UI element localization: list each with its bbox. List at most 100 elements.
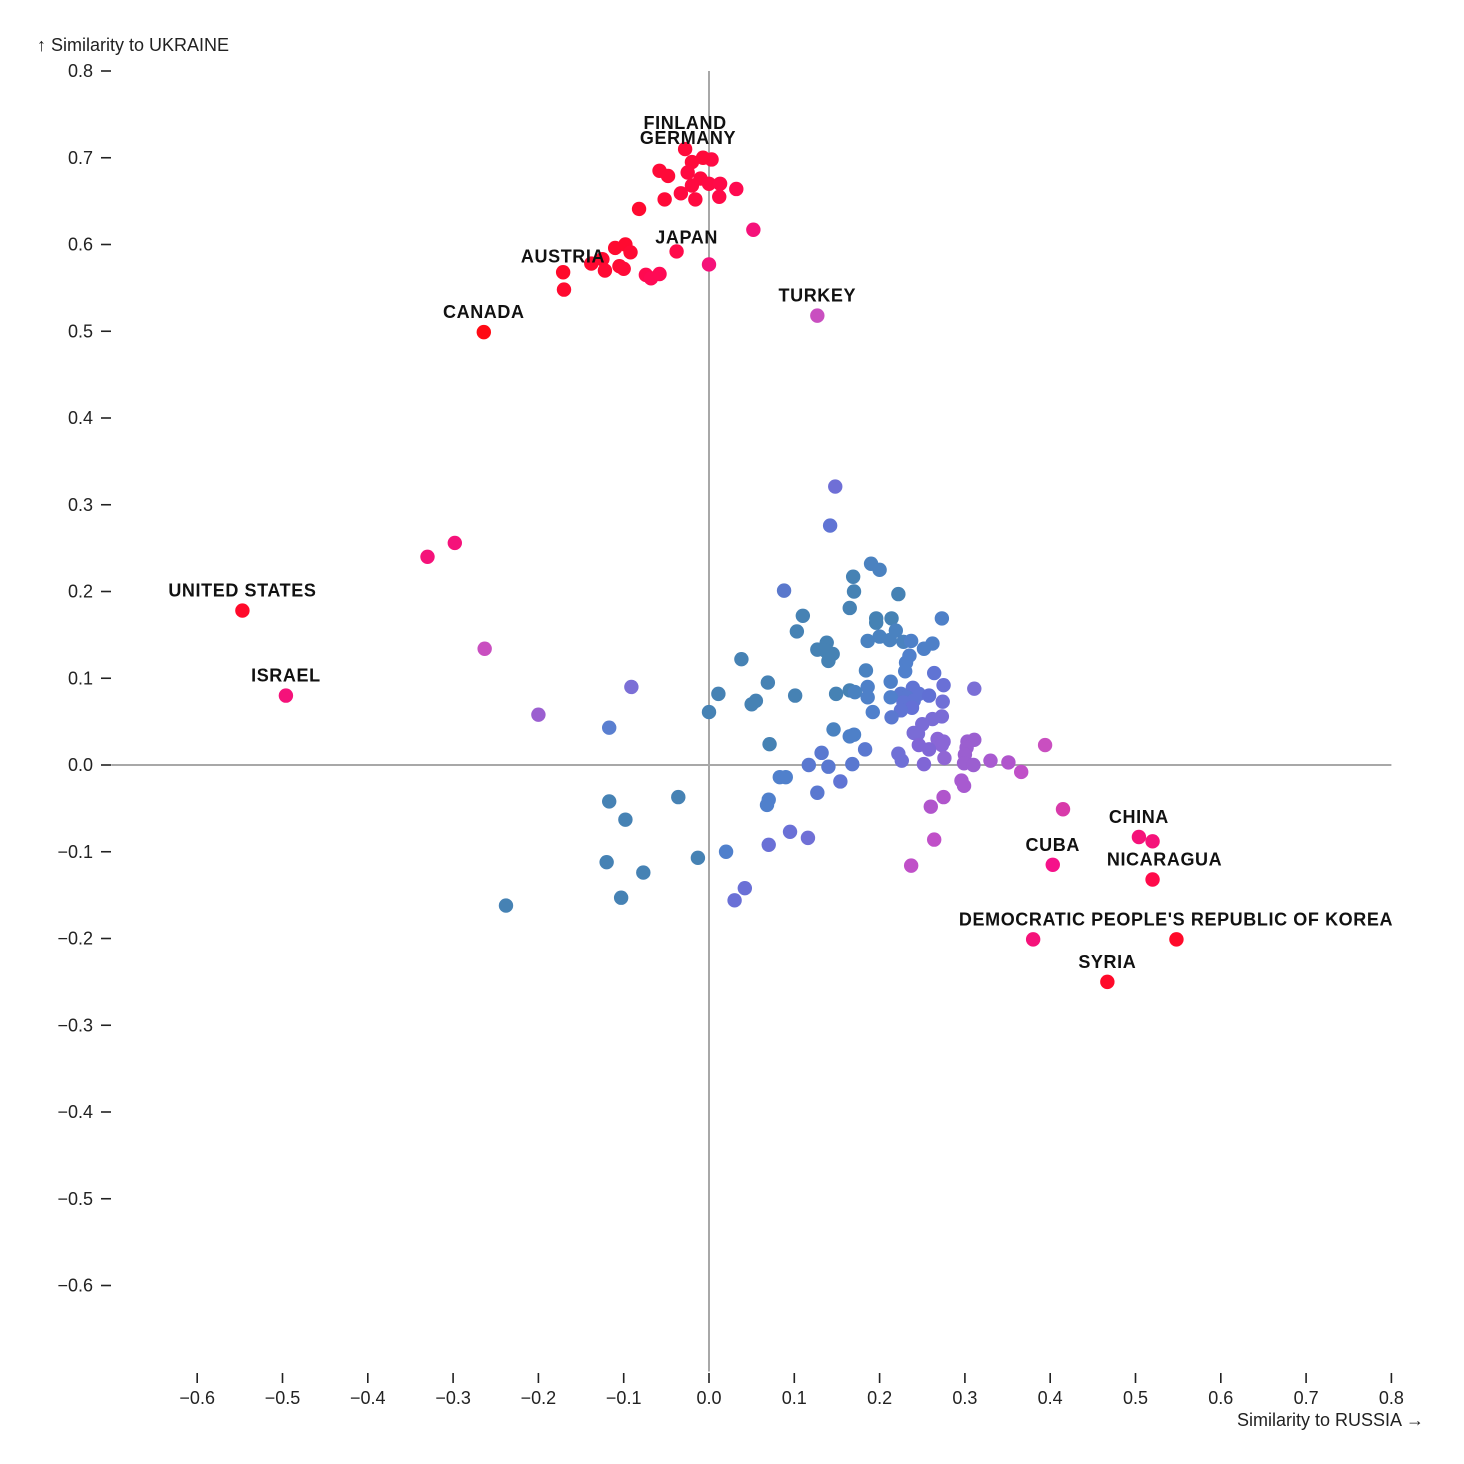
data-point[interactable] xyxy=(934,611,950,626)
data-point[interactable] xyxy=(673,186,689,201)
data-point[interactable] xyxy=(477,641,492,656)
data-point[interactable] xyxy=(833,774,848,789)
data-point[interactable] xyxy=(1055,802,1071,817)
data-point[interactable] xyxy=(729,181,744,197)
data-point[interactable] xyxy=(1037,737,1053,753)
data-point[interactable] xyxy=(623,245,638,260)
labeled-data-point[interactable] xyxy=(1100,974,1115,990)
data-point[interactable] xyxy=(498,898,514,913)
data-point[interactable] xyxy=(789,624,805,639)
data-point[interactable] xyxy=(891,586,906,602)
data-point[interactable] xyxy=(680,165,695,180)
data-point[interactable] xyxy=(599,854,614,870)
data-point[interactable] xyxy=(828,686,844,702)
data-point[interactable] xyxy=(814,745,829,761)
data-point[interactable] xyxy=(597,263,613,278)
data-point[interactable] xyxy=(983,753,998,768)
data-point[interactable] xyxy=(657,192,672,207)
data-point[interactable] xyxy=(926,832,942,847)
data-point[interactable] xyxy=(1001,755,1016,770)
data-point[interactable] xyxy=(923,799,938,814)
data-point[interactable] xyxy=(842,600,857,616)
data-point[interactable] xyxy=(761,837,776,853)
data-point[interactable] xyxy=(613,890,629,905)
data-point[interactable] xyxy=(795,608,811,623)
data-point[interactable] xyxy=(671,789,686,805)
data-point[interactable] xyxy=(601,720,617,735)
data-point[interactable] xyxy=(822,518,838,533)
data-point[interactable] xyxy=(618,812,633,827)
data-point[interactable] xyxy=(966,757,981,773)
data-point[interactable] xyxy=(801,757,817,773)
data-point[interactable] xyxy=(712,189,727,204)
data-point[interactable] xyxy=(935,694,950,709)
labeled-data-point[interactable] xyxy=(1145,872,1160,887)
labeled-data-point[interactable] xyxy=(810,308,825,323)
data-point[interactable] xyxy=(595,252,610,267)
data-point[interactable] xyxy=(727,893,742,908)
data-point[interactable] xyxy=(865,704,880,720)
data-point[interactable] xyxy=(845,756,860,772)
data-point[interactable] xyxy=(842,729,857,744)
labeled-data-point[interactable] xyxy=(235,603,250,618)
data-point[interactable] xyxy=(759,797,775,813)
data-point[interactable] xyxy=(701,176,717,191)
data-point[interactable] xyxy=(906,725,921,741)
data-point[interactable] xyxy=(1145,834,1160,849)
data-point[interactable] xyxy=(845,569,861,584)
data-point[interactable] xyxy=(884,710,899,725)
data-point[interactable] xyxy=(821,653,836,669)
data-point[interactable] xyxy=(711,686,726,702)
data-point[interactable] xyxy=(556,282,572,297)
data-point[interactable] xyxy=(936,789,951,805)
data-point[interactable] xyxy=(967,681,982,696)
data-point[interactable] xyxy=(821,759,836,774)
data-point[interactable] xyxy=(937,750,952,766)
data-point[interactable] xyxy=(1025,932,1041,947)
data-point[interactable] xyxy=(718,844,734,859)
data-point[interactable] xyxy=(778,769,793,785)
data-point[interactable] xyxy=(872,562,887,578)
data-point[interactable] xyxy=(782,824,798,839)
labeled-data-point[interactable] xyxy=(476,324,492,340)
data-point[interactable] xyxy=(701,257,717,272)
data-point[interactable] xyxy=(660,168,676,184)
data-point[interactable] xyxy=(746,222,761,237)
labeled-data-point[interactable] xyxy=(669,244,684,259)
data-point[interactable] xyxy=(916,641,932,656)
data-point[interactable] xyxy=(636,865,651,880)
data-point[interactable] xyxy=(883,674,898,689)
data-point[interactable] xyxy=(936,677,951,693)
data-point[interactable] xyxy=(712,176,728,191)
data-point[interactable] xyxy=(701,704,717,720)
data-point[interactable] xyxy=(1013,764,1029,780)
data-point[interactable] xyxy=(776,583,792,598)
labeled-data-point[interactable] xyxy=(1169,932,1184,947)
data-point[interactable] xyxy=(531,707,546,722)
data-point[interactable] xyxy=(858,663,874,678)
data-point[interactable] xyxy=(688,192,703,207)
data-point[interactable] xyxy=(828,479,843,494)
labeled-data-point[interactable] xyxy=(1131,829,1147,845)
data-point[interactable] xyxy=(631,201,647,217)
data-point[interactable] xyxy=(860,633,875,649)
data-point[interactable] xyxy=(744,697,759,712)
data-point[interactable] xyxy=(652,266,667,282)
data-point[interactable] xyxy=(846,584,862,599)
data-point[interactable] xyxy=(826,722,841,737)
data-point[interactable] xyxy=(584,256,599,271)
data-point[interactable] xyxy=(447,535,463,551)
data-point[interactable] xyxy=(921,742,937,757)
data-point[interactable] xyxy=(847,684,863,700)
data-point[interactable] xyxy=(897,664,913,679)
data-point[interactable] xyxy=(904,700,920,715)
data-point[interactable] xyxy=(883,690,898,705)
data-point[interactable] xyxy=(934,737,950,753)
data-point[interactable] xyxy=(420,549,435,564)
data-point[interactable] xyxy=(601,794,617,809)
data-point[interactable] xyxy=(884,611,899,626)
data-point[interactable] xyxy=(857,742,873,757)
data-point[interactable] xyxy=(737,880,753,896)
data-point[interactable] xyxy=(903,858,919,873)
data-point[interactable] xyxy=(690,850,706,866)
